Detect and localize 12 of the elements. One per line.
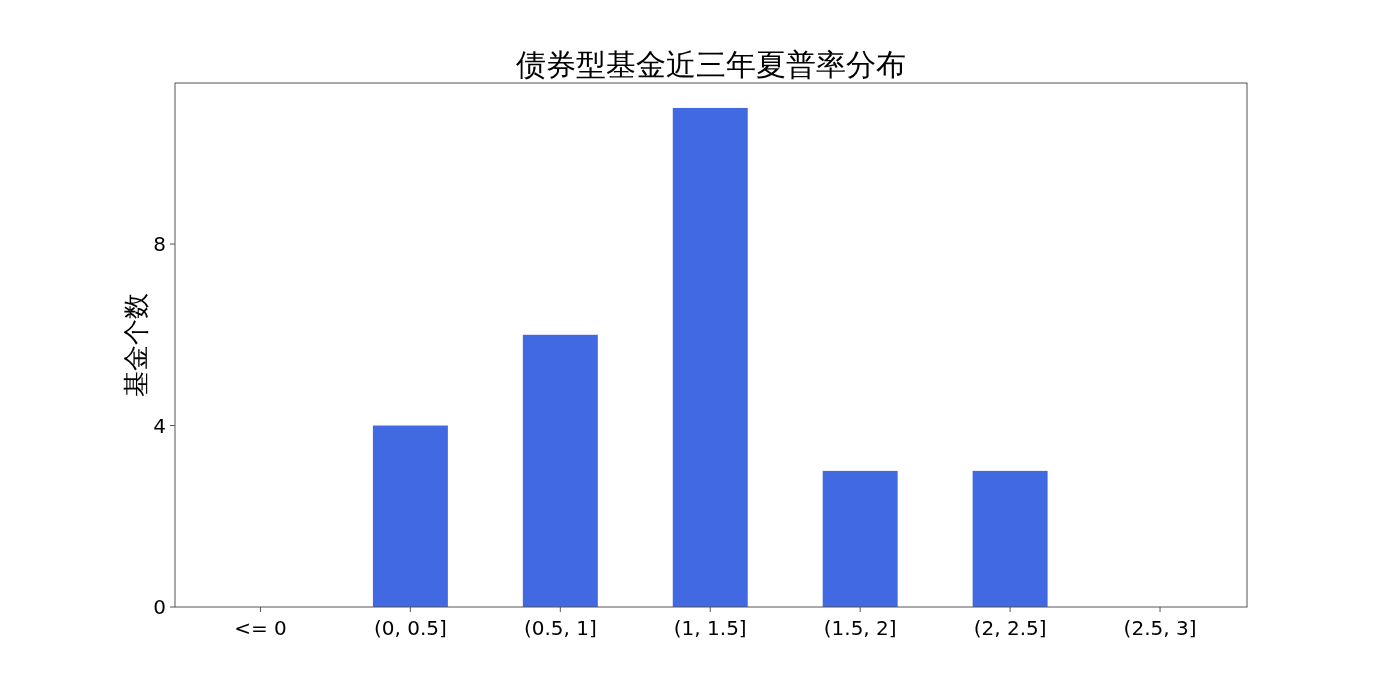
- x-tick-label: (2, 2.5]: [973, 616, 1047, 640]
- x-tick-label: (0, 0.5]: [373, 616, 447, 640]
- y-tick-label: 8: [153, 232, 166, 257]
- y-tick-label: 4: [153, 413, 166, 438]
- chart-title: 债券型基金近三年夏普率分布: [516, 47, 906, 82]
- y-axis-title: 基金个数: [121, 293, 151, 397]
- y-tick-label: 0: [153, 595, 166, 619]
- x-tick-label: (1.5, 2]: [823, 616, 897, 640]
- x-tick-label: (0.5, 1]: [523, 616, 597, 640]
- x-tick-label: (2.5, 3]: [1123, 616, 1197, 640]
- x-tick-label: <= 0: [234, 616, 287, 640]
- x-tick-label: (1, 1.5]: [673, 616, 747, 640]
